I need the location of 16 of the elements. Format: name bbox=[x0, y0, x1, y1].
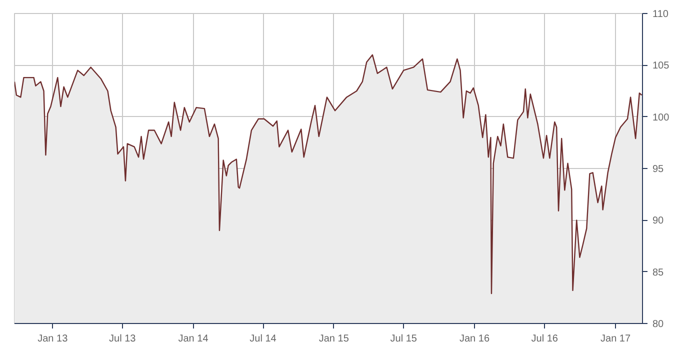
y-tick-label: 95 bbox=[652, 164, 664, 175]
x-tick-label: Jul 14 bbox=[250, 334, 277, 344]
x-tick-label: Jan 16 bbox=[460, 334, 490, 344]
y-tick-label: 105 bbox=[652, 60, 670, 72]
x-tick-label: Jan 13 bbox=[38, 334, 68, 344]
y-tick-label: 85 bbox=[652, 267, 664, 278]
x-tick-label: Jan 14 bbox=[178, 334, 209, 344]
x-tick-label: Jul 13 bbox=[109, 334, 136, 344]
x-tick-label: Jul 16 bbox=[531, 334, 558, 344]
x-tick-label: Jan 17 bbox=[600, 334, 631, 344]
y-tick-label: 100 bbox=[652, 112, 670, 124]
y-tick-label: 110 bbox=[652, 9, 669, 20]
x-tick-label: Jul 15 bbox=[390, 334, 418, 344]
y-tick-label: 90 bbox=[652, 216, 664, 227]
x-tick-label: Jan 15 bbox=[318, 334, 350, 344]
y-tick-label: 80 bbox=[652, 319, 664, 330]
